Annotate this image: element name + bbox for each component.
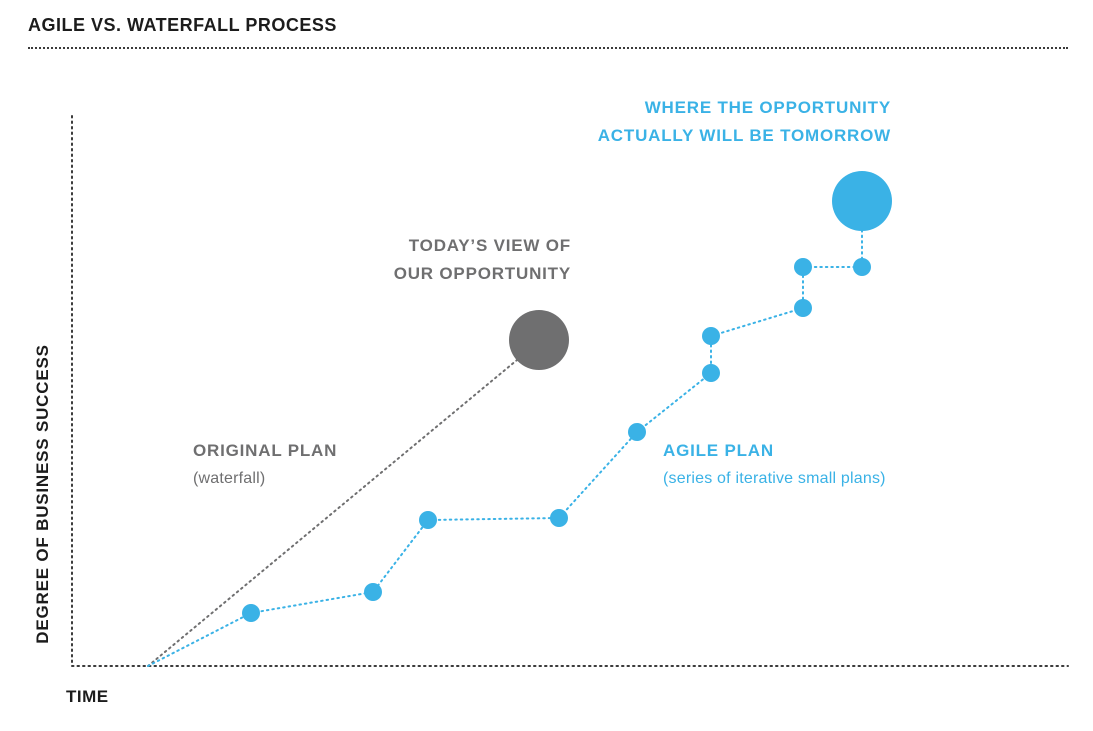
agile-step-6 xyxy=(702,364,720,382)
original-plan-label: ORIGINAL PLAN (waterfall) xyxy=(193,437,337,493)
waterfall-plan-line xyxy=(147,359,518,667)
agile-step-9 xyxy=(794,258,812,276)
agile-step-4 xyxy=(550,509,568,527)
x-axis-label: TIME xyxy=(66,687,109,706)
tomorrow-label-line-1: WHERE THE OPPORTUNITY xyxy=(644,98,891,117)
agile-step-10 xyxy=(853,258,871,276)
today-label-line-1: TODAY’S VIEW OF xyxy=(408,236,571,255)
agile-step-5 xyxy=(628,423,646,441)
agile-step-3 xyxy=(419,511,437,529)
original-plan-subtitle: (waterfall) xyxy=(193,470,266,487)
agile-plan-label: AGILE PLAN (series of iterative small pl… xyxy=(663,437,886,493)
agile-step-7 xyxy=(702,327,720,345)
tomorrow-opportunity-label: WHERE THE OPPORTUNITY ACTUALLY WILL BE T… xyxy=(598,94,891,150)
agile-plan-title: AGILE PLAN xyxy=(663,441,774,460)
tomorrow-opportunity-circle xyxy=(832,171,892,231)
y-axis-label: DEGREE OF BUSINESS SUCCESS xyxy=(33,344,52,644)
agile-plan-subtitle: (series of iterative small plans) xyxy=(663,470,886,487)
agile-step-2 xyxy=(364,583,382,601)
agile-step-8 xyxy=(794,299,812,317)
tomorrow-label-line-2: ACTUALLY WILL BE TOMORROW xyxy=(597,126,891,145)
todays-opportunity-circle xyxy=(509,310,569,370)
page-title: AGILE VS. WATERFALL PROCESS xyxy=(28,15,337,35)
todays-opportunity-label: TODAY’S VIEW OF OUR OPPORTUNITY xyxy=(394,232,571,288)
title-divider xyxy=(28,47,1068,49)
agile-step-1 xyxy=(242,604,260,622)
original-plan-title: ORIGINAL PLAN xyxy=(193,441,338,460)
today-label-line-2: OUR OPPORTUNITY xyxy=(393,264,571,283)
